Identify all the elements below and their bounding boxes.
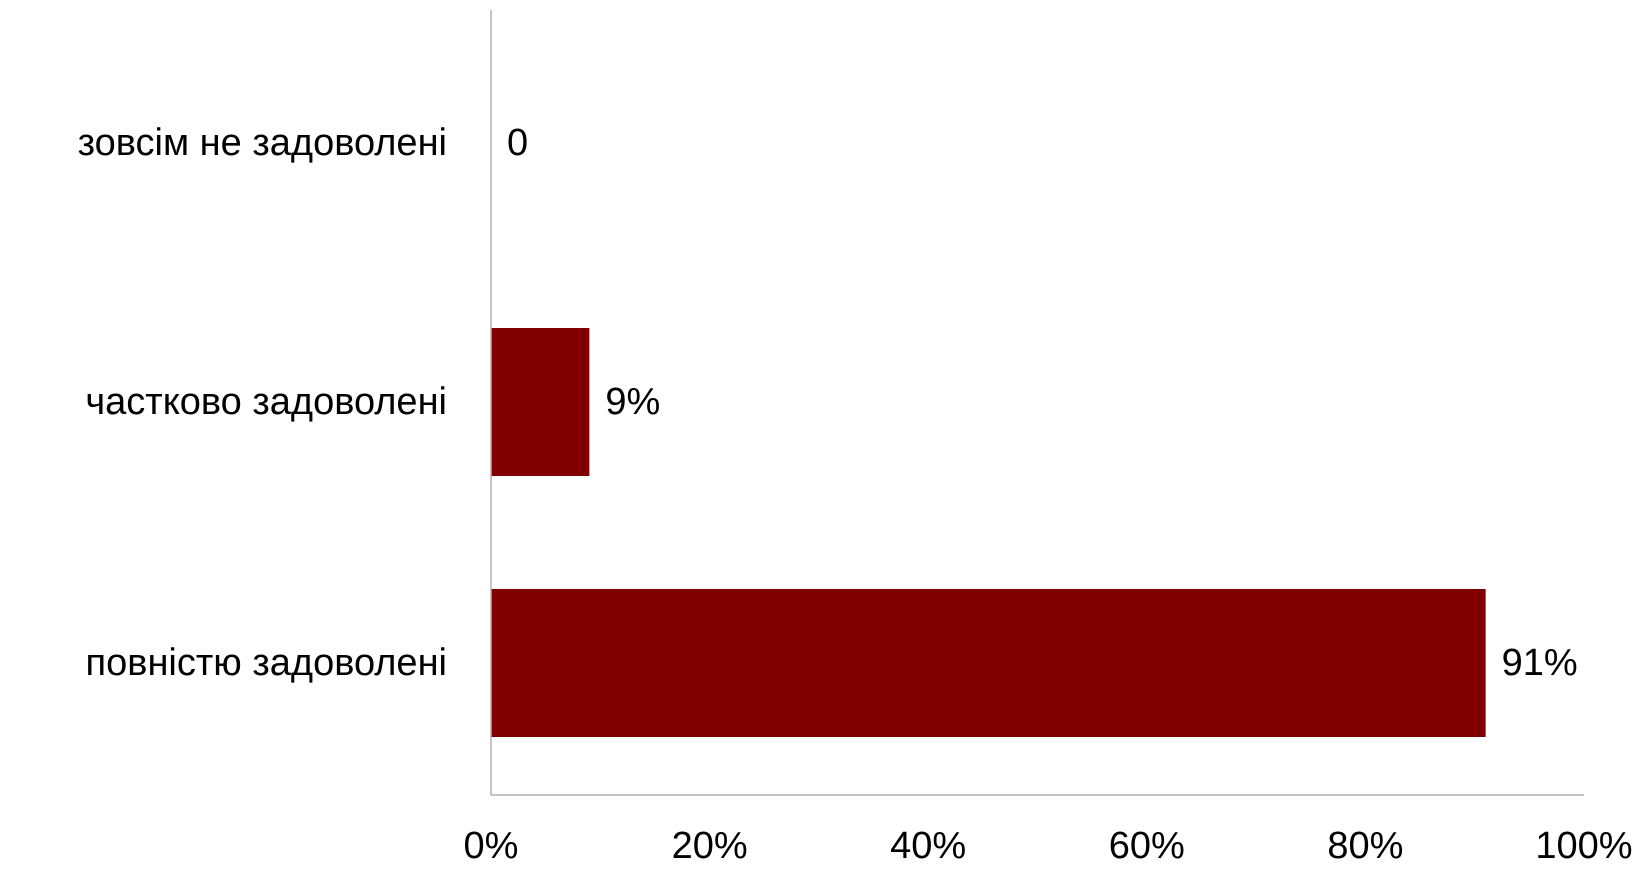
x-tick-label: 40% (890, 825, 966, 867)
data-label: 0 (507, 122, 528, 164)
x-tick-label: 0% (464, 825, 519, 867)
x-tick-label: 20% (672, 825, 748, 867)
data-label: 91% (1502, 642, 1578, 684)
x-tick-label: 60% (1109, 825, 1185, 867)
bar (491, 328, 590, 476)
bars-layer (491, 328, 1486, 737)
x-tick-label: 100% (1535, 825, 1632, 867)
bar (491, 589, 1486, 737)
x-tick-label: 80% (1327, 825, 1403, 867)
category-label: частково задоволені (85, 381, 447, 423)
x-tick-labels: 0% 20% 40% 60% 80% 100% (464, 825, 1633, 867)
category-label: зовсім не задоволені (78, 122, 447, 164)
data-label: 9% (605, 381, 660, 423)
category-label: повністю задоволені (86, 642, 447, 684)
labels-layer: зовсім не задоволені 0 частково задоволені… (78, 122, 1578, 684)
